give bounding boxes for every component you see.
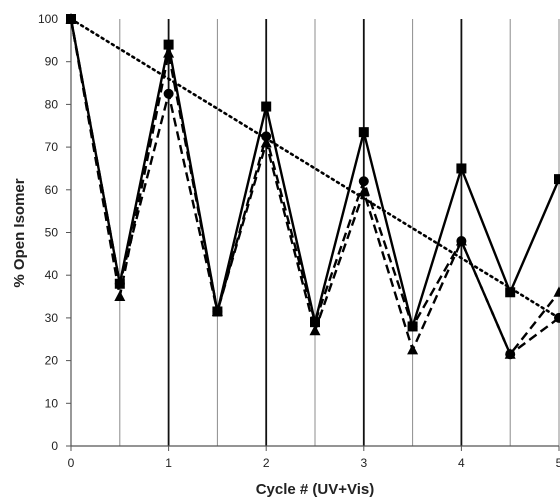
series-2-line <box>69 18 560 357</box>
axis-layer <box>66 18 560 451</box>
series-4-line <box>69 17 560 320</box>
y-tick-label-60: 60 <box>45 183 59 197</box>
series-2-marker-4 <box>261 131 272 142</box>
series-3-marker-2 <box>163 47 175 58</box>
y-tick-label-50: 50 <box>45 226 59 240</box>
series-layer <box>65 13 560 360</box>
series-1-marker-9 <box>505 287 516 298</box>
series-1-marker-2 <box>163 39 174 50</box>
series-1-marker-6 <box>358 127 369 138</box>
series-3-marker-8 <box>455 235 467 246</box>
series-2-marker-10 <box>554 312 560 323</box>
y-tick-label-20: 20 <box>45 354 59 368</box>
x-tick-label-2: 2 <box>263 456 270 470</box>
y-tick-label-70: 70 <box>45 140 59 154</box>
y-tick-label-90: 90 <box>45 55 59 69</box>
y-tick-label-100: 100 <box>38 12 58 26</box>
series-2-marker-2 <box>163 88 174 99</box>
series-1-marker-4 <box>261 101 272 112</box>
x-tick-label-0: 0 <box>68 456 75 470</box>
series-3-marker-10 <box>553 286 560 297</box>
series-1-marker-8 <box>456 163 467 174</box>
y-tick-label-0: 0 <box>51 439 58 453</box>
series-3-marker-0 <box>65 13 77 24</box>
x-tick-label-5: 5 <box>556 456 560 470</box>
series-3-marker-9 <box>504 348 516 359</box>
label-layer: 0 10 20 30 40 50 60 70 80 90 100 0 1 2 3 4 5 <box>38 12 560 470</box>
series-3-marker-3 <box>211 305 223 316</box>
y-axis-title: % Open Isomer <box>11 178 28 287</box>
series-3-marker-7 <box>407 343 419 355</box>
series-2-marker-1 <box>114 278 125 289</box>
series-2-marker-7 <box>407 321 418 332</box>
x-tick-label-4: 4 <box>458 456 465 470</box>
series-3-marker-6 <box>358 185 370 197</box>
x-axis-title: Cycle # (UV+Vis) <box>256 481 375 498</box>
y-tick-label-40: 40 <box>45 268 59 282</box>
series-2-marker-6 <box>358 176 369 187</box>
y-tick-label-10: 10 <box>45 396 59 410</box>
y-tick-label-80: 80 <box>45 97 59 111</box>
series-3-marker-4 <box>260 136 272 148</box>
grid-layer <box>119 19 560 446</box>
series-3-marker-1 <box>114 290 126 302</box>
x-tick-label-3: 3 <box>360 456 367 470</box>
series-3-marker-5 <box>309 324 321 336</box>
x-tick-label-1: 1 <box>165 456 172 470</box>
series-1-marker-10 <box>554 174 560 185</box>
y-tick-label-30: 30 <box>45 311 59 325</box>
series-2-marker-5 <box>310 317 320 328</box>
